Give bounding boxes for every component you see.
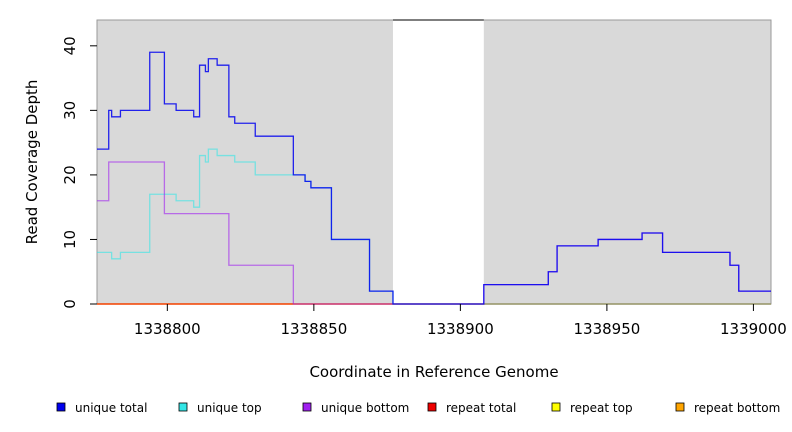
- plot-background: [96, 19, 772, 305]
- y-tick-label: 0: [61, 299, 79, 309]
- legend-swatch: [427, 402, 437, 412]
- legend-label: unique bottom: [321, 401, 409, 415]
- y-axis-title: Read Coverage Depth: [23, 80, 41, 245]
- legend-swatch: [675, 402, 685, 412]
- legend-swatch: [551, 402, 561, 412]
- legend-label: repeat total: [446, 401, 516, 415]
- y-tick-label: 10: [61, 230, 79, 249]
- legend-label: repeat bottom: [694, 401, 780, 415]
- series-line-unique-total: [97, 51, 771, 305]
- x-tick-label: 1339000: [720, 320, 787, 338]
- y-tick-label: 30: [61, 101, 79, 120]
- legend-swatch: [56, 402, 66, 412]
- legend-swatch: [302, 402, 312, 412]
- y-tick-label: 40: [61, 36, 79, 55]
- x-tick-label: 1338800: [134, 320, 201, 338]
- x-tick-label: 1338950: [573, 320, 640, 338]
- x-axis-title: Coordinate in Reference Genome: [309, 363, 558, 381]
- legend-swatch: [178, 402, 188, 412]
- legend-label: unique total: [75, 401, 147, 415]
- x-tick-label: 1338900: [427, 320, 494, 338]
- legend-label: unique top: [197, 401, 262, 415]
- axes-layer: 1338800 1338850 1338900 1338950 1339000 0 10 20…: [61, 36, 787, 338]
- legend-label: repeat top: [570, 401, 633, 415]
- series-layer: [97, 51, 771, 305]
- legend: unique total unique top unique bottom repea…: [56, 401, 780, 415]
- y-tick-label: 20: [61, 165, 79, 184]
- plot-region-right: [483, 20, 771, 304]
- x-tick-label: 1338850: [280, 320, 347, 338]
